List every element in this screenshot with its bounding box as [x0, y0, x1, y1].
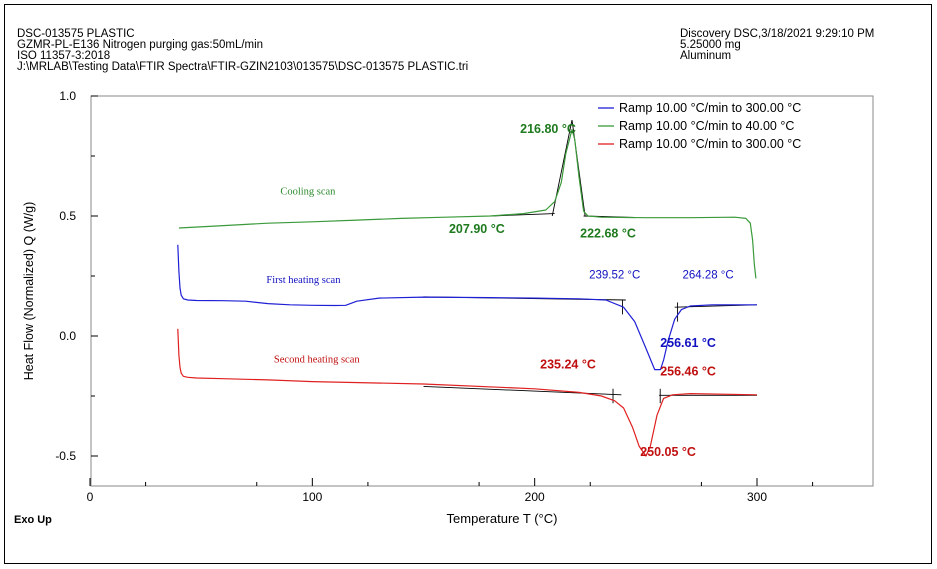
x-axis-label: Temperature T (°C) [447, 511, 558, 526]
chart-frame [4, 4, 932, 564]
x-tick-label-200: 200 [525, 490, 545, 504]
annotation-10: 256.46 °C [660, 365, 716, 379]
y-axis-label: Heat Flow (Normalized) Q (W/g) [22, 202, 36, 381]
annotation-5: 239.52 °C [589, 269, 640, 281]
plot-area [90, 95, 874, 487]
first-heating-curve [177, 244, 757, 371]
y-tick-label-0: 1.0 [59, 89, 76, 103]
annotation-6: 264.28 °C [682, 269, 733, 281]
sample-name: DSC-013575 PLASTIC [17, 28, 135, 40]
legend-label-2: Ramp 10.00 °C/min to 300.00 °C [619, 137, 801, 151]
annotation-4: First heating scan [266, 275, 341, 286]
header-left: DSC-013575 PLASTIC GZMR-PL-E136 Nitrogen… [17, 28, 469, 73]
y-tick-label-3: -0.5 [55, 449, 76, 463]
x-tick-label-100: 100 [302, 490, 322, 504]
legend-label-0: Ramp 10.00 °C/min to 300.00 °C [619, 101, 801, 115]
instrument-line: Discovery DSC,3/18/2021 9:29:10 PM [680, 28, 875, 40]
annotation-0: 216.80 °C [520, 122, 576, 136]
exo-up-label: Exo Up [14, 514, 52, 526]
y-tick-label-2: 0.0 [59, 329, 76, 343]
cooling-scan-curve [178, 129, 757, 279]
annotation-3: 222.68 °C [580, 227, 636, 241]
baseline-4 [423, 385, 622, 396]
annotation-11: 250.05 °C [640, 445, 696, 459]
annotation-8: Second heating scan [274, 354, 360, 365]
pan-type: Aluminum [680, 50, 732, 62]
x-tick-label-300: 300 [747, 490, 767, 504]
annotation-9: 235.24 °C [540, 357, 596, 371]
annotation-1: Cooling scan [280, 186, 336, 197]
annotation-7: 256.61 °C [660, 336, 716, 350]
y-tick-label-1: 0.5 [59, 209, 76, 223]
x-tick-label-0: 0 [87, 490, 94, 504]
method-line: GZMR-PL-E136 Nitrogen purging gas:50mL/m… [17, 39, 264, 51]
file-path: J:\MRLAB\Testing Data\FTIR Spectra\FTIR-… [17, 61, 469, 73]
standard-line: ISO 11357-3:2018 [17, 50, 111, 62]
header-right: Discovery DSC,3/18/2021 9:29:10 PM 5.250… [680, 28, 875, 62]
second-heating-curve [177, 328, 758, 457]
annotation-2: 207.90 °C [449, 222, 505, 236]
sample-mass: 5.25000 mg [680, 39, 741, 51]
legend-label-1: Ramp 10.00 °C/min to 40.00 °C [619, 119, 794, 133]
